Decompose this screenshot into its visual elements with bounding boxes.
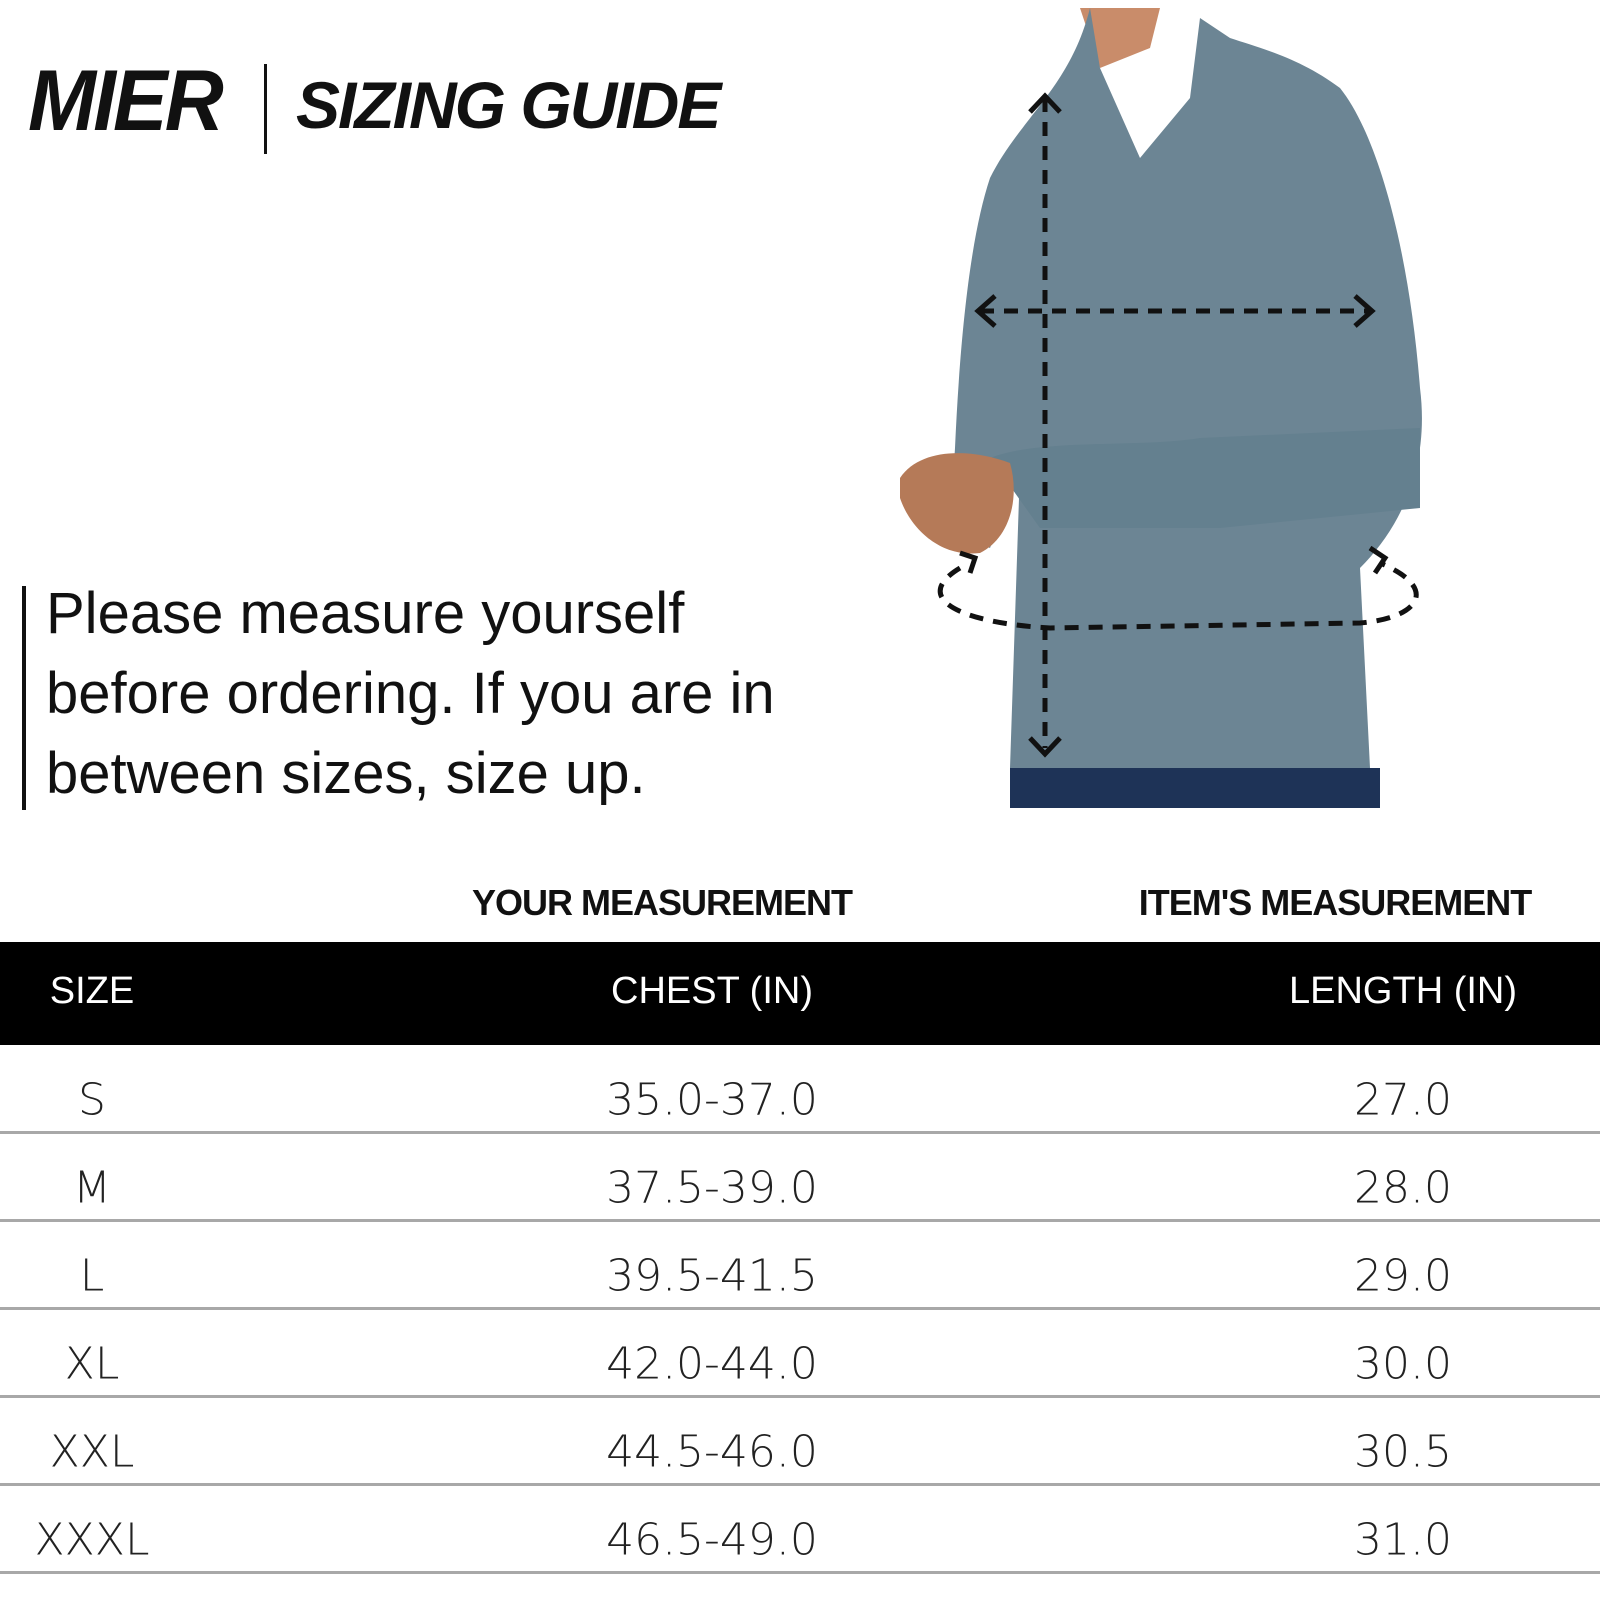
note-line: before ordering. If you are in — [46, 661, 775, 726]
cell: 29.0 — [1354, 1250, 1452, 1302]
cell: 39.5-41.5 — [606, 1250, 818, 1302]
cell: 42.0-44.0 — [606, 1338, 818, 1390]
column-header: CHEST (IN) — [611, 970, 813, 1012]
cell: 28.0 — [1354, 1162, 1452, 1214]
cell: 27.0 — [1354, 1074, 1452, 1126]
note: Please measure yourself before ordering. … — [46, 574, 775, 814]
cell: 30.5 — [1354, 1426, 1452, 1478]
note-line: Please measure yourself — [46, 581, 685, 646]
column-header: LENGTH (IN) — [1289, 970, 1517, 1012]
header-bar — [0, 942, 1600, 1045]
row-divider — [0, 1571, 1600, 1574]
cell: M — [73, 1162, 111, 1214]
row-divider — [0, 1307, 1600, 1310]
title: SIZING GUIDE — [296, 68, 721, 142]
row-divider — [0, 1131, 1600, 1134]
cell: 37.5-39.0 — [606, 1162, 818, 1214]
cell: 46.5-49.0 — [606, 1514, 818, 1566]
note-bar — [22, 586, 26, 810]
cell: 35.0-37.0 — [606, 1074, 818, 1126]
brand: MIER — [28, 53, 224, 149]
model-figure — [900, 8, 1460, 808]
cell: 44.5-46.0 — [606, 1426, 818, 1478]
row-divider — [0, 1395, 1600, 1398]
cell: XXXL — [34, 1514, 150, 1566]
cell: 30.0 — [1354, 1338, 1452, 1390]
row-divider — [0, 1483, 1600, 1486]
note-line: between sizes, size up. — [46, 741, 646, 806]
cell: XL — [64, 1338, 120, 1390]
row-divider — [0, 1219, 1600, 1222]
cell: L — [79, 1250, 105, 1302]
cell: S — [78, 1074, 106, 1126]
divider — [264, 64, 267, 154]
group-header: ITEM'S MEASUREMENT — [1138, 882, 1533, 923]
cell: 31.0 — [1354, 1514, 1452, 1566]
group-header: YOUR MEASUREMENT — [471, 882, 853, 923]
column-header: SIZE — [49, 970, 135, 1012]
cell: XXL — [49, 1426, 135, 1478]
